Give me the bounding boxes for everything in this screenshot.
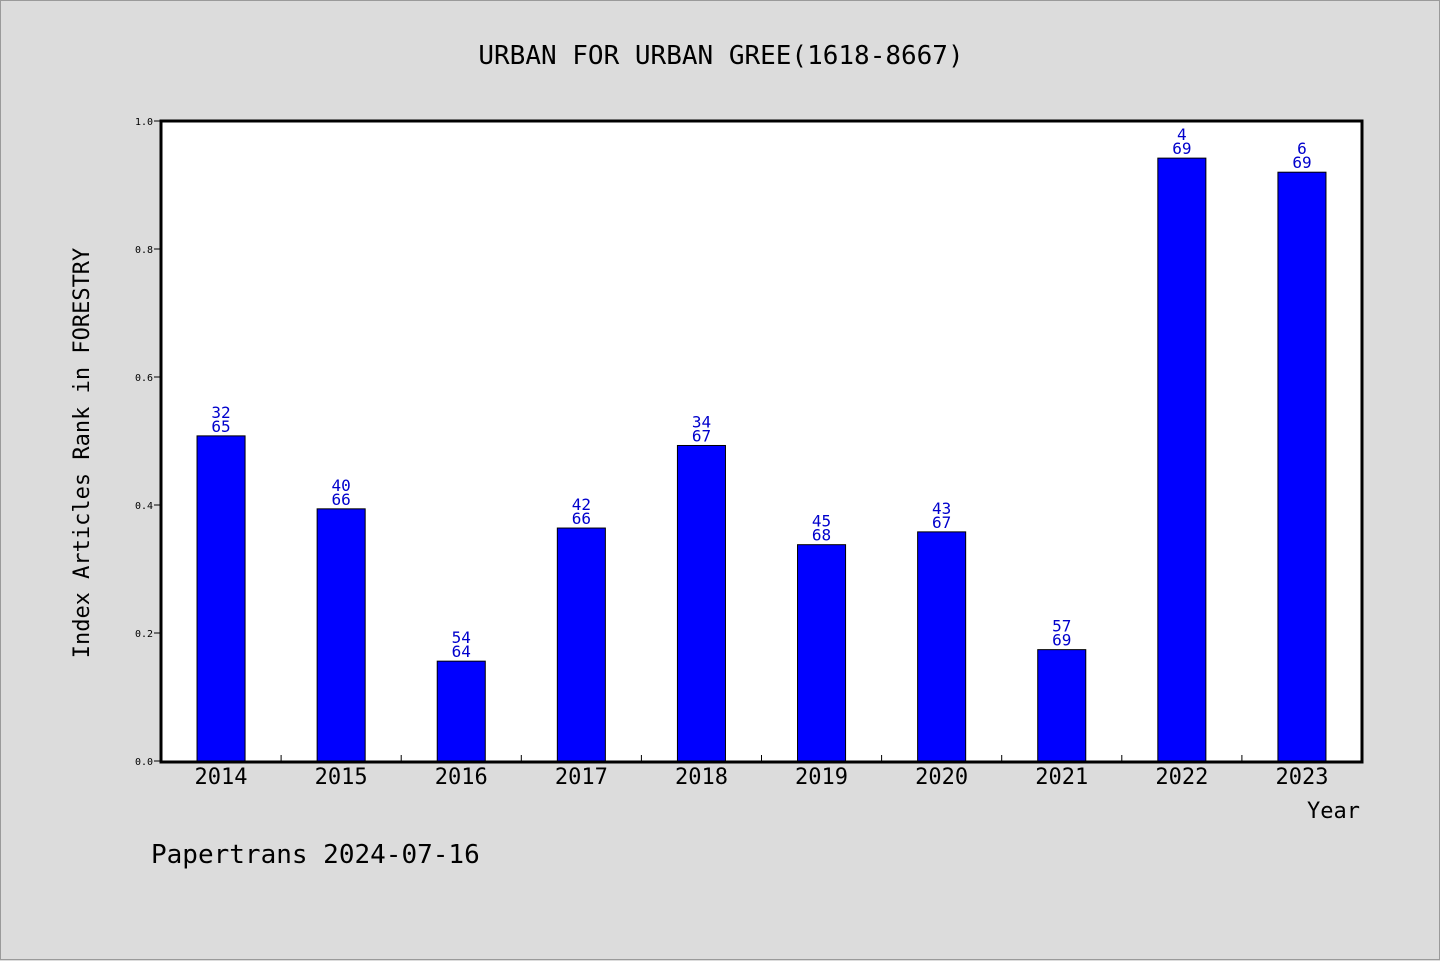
bar-rank-label: 57: [1052, 617, 1071, 636]
bar-rank-label: 34: [692, 412, 711, 431]
bar-total-label: 66: [332, 490, 351, 509]
x-tick-label: 2017: [555, 765, 608, 790]
bar-2023: [1277, 171, 1327, 762]
bar-2014: [196, 435, 246, 762]
bar-rank-label: 43: [932, 499, 951, 518]
x-tick-label: 2016: [435, 765, 488, 790]
x-tick-label: 2023: [1275, 765, 1328, 790]
y-tick-label: 0.0: [135, 757, 153, 768]
y-tick-label: 0.4: [135, 501, 153, 512]
bar-rank-label: 54: [452, 628, 471, 647]
bar-rank-label: 40: [332, 476, 351, 495]
bar-2021: [1037, 649, 1087, 762]
chart-title: URBAN FOR URBAN GREE(1618-8667): [478, 41, 963, 71]
y-tick-label: 0.8: [135, 245, 153, 256]
footer-text: Papertrans 2024-07-16: [151, 840, 480, 870]
y-axis: 0.0 0.2 0.4 0.6 0.8 1.0: [135, 117, 161, 768]
bar-2017: [556, 527, 606, 762]
bar-rank-label: 45: [812, 512, 831, 531]
bar-rank-label: 42: [572, 495, 591, 514]
bar-rank-label: 32: [211, 403, 230, 422]
bar-2019: [797, 544, 847, 762]
x-tick-label: 2015: [315, 765, 368, 790]
bar-total-label: 67: [932, 513, 951, 532]
bar-total-label: 69: [1172, 139, 1191, 158]
x-tick-label: 2022: [1155, 765, 1208, 790]
bar-total-label: 65: [211, 417, 230, 436]
x-axis: 2014 2015 2016 2017 2018 2019 2020 2021 2022 2023: [195, 755, 1328, 790]
x-tick-label: 2021: [1035, 765, 1088, 790]
bar-series: [196, 157, 1327, 762]
bar-total-label: 69: [1052, 631, 1071, 650]
bar-2022: [1157, 157, 1207, 762]
bar-total-label: 66: [572, 509, 591, 528]
bar-total-label: 67: [692, 426, 711, 445]
x-axis-label: Year: [1307, 799, 1360, 824]
bar-total-label: 64: [452, 642, 471, 661]
bar-2016: [436, 660, 486, 762]
bar-rank-label: 6: [1297, 139, 1307, 158]
bar-2018: [676, 444, 726, 762]
bar-2015: [316, 508, 366, 762]
bar-total-label: 68: [812, 526, 831, 545]
bar-total-label: 69: [1292, 153, 1311, 172]
x-tick-label: 2014: [195, 765, 248, 790]
x-tick-label: 2020: [915, 765, 968, 790]
y-tick-label: 0.6: [135, 373, 153, 384]
bar-rank-label: 4: [1177, 125, 1187, 144]
bar-2020: [917, 531, 967, 762]
y-tick-label: 0.2: [135, 629, 153, 640]
x-tick-label: 2018: [675, 765, 728, 790]
y-axis-label: Index Articles Rank in FORESTRY: [70, 248, 95, 659]
x-tick-label: 2019: [795, 765, 848, 790]
y-tick-label: 1.0: [135, 117, 153, 128]
